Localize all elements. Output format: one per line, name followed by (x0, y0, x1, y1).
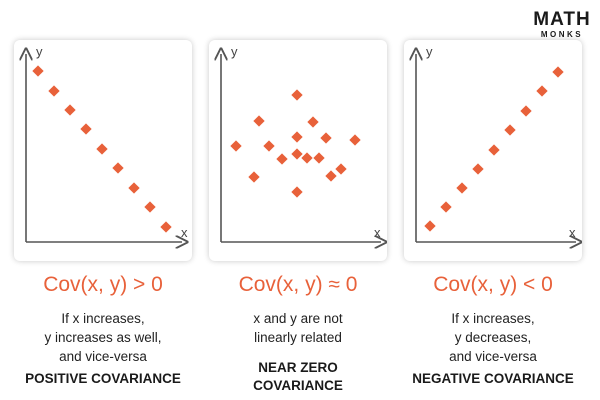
description-line: and vice-versa (59, 349, 147, 364)
y-axis-label: y (231, 44, 238, 59)
scatter-point (263, 140, 275, 152)
panel-1-description: If x increases, y increases as well, and… (8, 309, 198, 366)
scatter-point (301, 152, 313, 164)
scatter-point (488, 144, 500, 156)
scatter-point (325, 170, 337, 182)
y-axis-label: y (36, 44, 43, 59)
panel-2-plot: y x (209, 44, 387, 261)
panel-3-formula: Cov(x, y) < 0 (433, 273, 553, 296)
scatter-point (32, 65, 44, 77)
scatter-point (248, 171, 260, 183)
description-line: If x increases, (451, 311, 535, 326)
panel-1-formula: Cov(x, y) > 0 (43, 273, 163, 296)
description-line: linearly related (254, 330, 342, 345)
label-line: COVARIANCE (253, 378, 343, 393)
scatter-point (276, 153, 288, 165)
label-line: NEGATIVE COVARIANCE (412, 371, 574, 386)
scatter-point (160, 221, 172, 233)
scatter-point (291, 89, 303, 101)
logo-main-text: MATH (533, 9, 591, 30)
panel-3-card: y x (404, 40, 582, 261)
scatter-point (64, 104, 76, 116)
scatter-point (472, 163, 484, 175)
scatter-point (291, 186, 303, 198)
panel-2-description: x and y are not linearly related (203, 309, 393, 347)
label-line: NEAR ZERO (258, 360, 338, 375)
scatter-point (552, 66, 564, 78)
scatter-point (144, 201, 156, 213)
scatter-point (440, 201, 452, 213)
mathmonks-logo: MATH MONKS (532, 10, 592, 40)
scatter-point (112, 162, 124, 174)
description-line: x and y are not (253, 311, 343, 326)
scatter-point (456, 182, 468, 194)
label-line: POSITIVE COVARIANCE (25, 371, 181, 386)
scatter-point (128, 182, 140, 194)
scatter-point (536, 85, 548, 97)
panel-1-card: y x (14, 40, 192, 261)
scatter-point (291, 131, 303, 143)
scatter-point (96, 143, 108, 155)
description-line: y increases as well, (44, 330, 162, 345)
scatter-point (307, 116, 319, 128)
panel-3-description: If x increases, y decreases, and vice-ve… (398, 309, 588, 366)
scatter-point (80, 123, 92, 135)
panel-2-formula: Cov(x, y) ≈ 0 (238, 273, 358, 296)
description-line: If x increases, (61, 311, 145, 326)
scatter-point (335, 163, 347, 175)
description-line: y decreases, (454, 330, 532, 345)
y-axis-label: y (426, 44, 433, 59)
scatter-point (230, 140, 242, 152)
scatter-point (349, 134, 361, 146)
description-line: and vice-versa (449, 349, 537, 364)
x-axis-label: x (181, 225, 188, 240)
scatter-point (291, 148, 303, 160)
scatter-point (520, 105, 532, 117)
scatter-point (313, 152, 325, 164)
x-axis-label: x (374, 225, 381, 240)
panel-3-plot: y x (404, 44, 582, 261)
scatter-point (504, 124, 516, 136)
scatter-point (253, 115, 265, 127)
panel-2-card: y x (209, 40, 387, 261)
panel-1-label: POSITIVE COVARIANCE (3, 370, 203, 388)
panel-3-label: NEGATIVE COVARIANCE (393, 370, 593, 388)
panel-1-plot: y x (14, 44, 192, 261)
scatter-point (48, 85, 60, 97)
logo-sub-text: MONKS (540, 30, 584, 39)
panel-2-label: NEAR ZERO COVARIANCE (198, 359, 398, 395)
x-axis-label: x (569, 225, 576, 240)
scatter-point (424, 220, 436, 232)
scatter-point (320, 132, 332, 144)
